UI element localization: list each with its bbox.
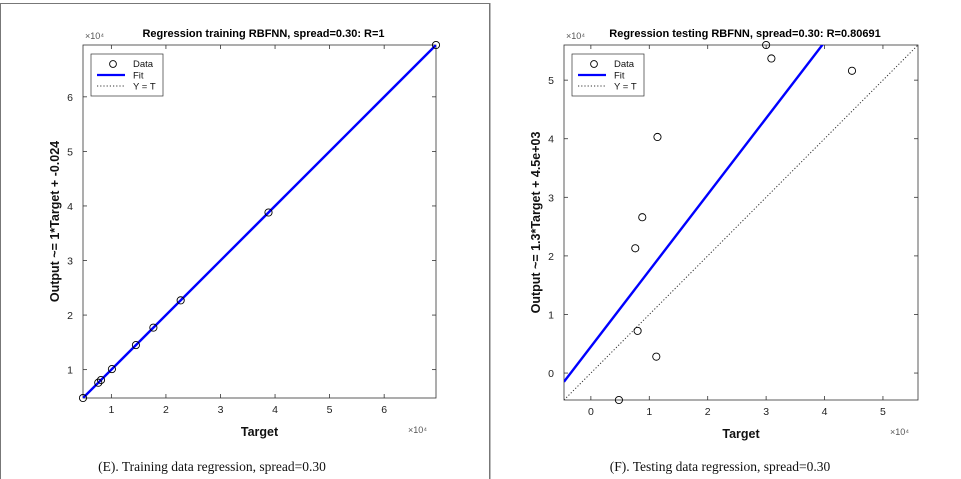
train-data-point — [107, 365, 116, 374]
train-data-point — [78, 393, 88, 403]
test-fit-line — [564, 45, 824, 383]
train-legend-data-marker — [109, 60, 117, 68]
train-x-tick-label: 5 — [327, 404, 333, 416]
test-x-tick-label: 2 — [705, 406, 711, 418]
caption-training: (E). Training data regression, spread=0.… — [98, 459, 326, 474]
test-x-tick-label: 3 — [763, 406, 769, 418]
train-y-tick-label: 4 — [67, 201, 73, 213]
test-legend-data-label: Data — [614, 59, 635, 70]
train-data-point — [264, 208, 273, 217]
test-plot-content — [564, 45, 918, 400]
train-legend-data-label: Data — [133, 59, 154, 70]
train-y-tick-label: 2 — [67, 310, 73, 322]
train-y-tick-label: 6 — [67, 92, 73, 104]
train-y-exponent-label: ×10⁴ — [85, 31, 104, 41]
test-y-tick-label: 3 — [548, 192, 554, 204]
test-chart-title: Regression testing RBFNN, spread=0.30: R… — [609, 28, 880, 40]
train-x-tick-label: 3 — [218, 404, 224, 416]
training-regression-chart: 1 2 3 4 5 6 1 2 3 4 5 6 ×10⁴ ×10⁴ Regression training … — [48, 28, 441, 439]
train-y-axis-label: Output ~= 1*Target + -0.024 — [48, 141, 62, 302]
test-x-tick-label: 0 — [588, 406, 594, 418]
test-data-point — [767, 54, 776, 63]
test-x-axis-label: Target — [722, 427, 760, 441]
train-data-point — [149, 323, 158, 332]
test-data-point — [631, 244, 640, 253]
test-x-tick-label: 1 — [646, 406, 652, 418]
test-data-point — [633, 326, 642, 335]
train-fit-line — [83, 45, 436, 398]
caption-testing: (F). Testing data regression, spread=0.3… — [610, 459, 831, 474]
test-data-point — [847, 66, 857, 75]
train-x-tick-label: 2 — [163, 404, 169, 416]
train-x-exponent-label: ×10⁴ — [408, 425, 427, 435]
train-legend-fit-label: Fit — [133, 71, 144, 82]
test-y-tick-label: 2 — [548, 251, 554, 263]
train-data-point — [131, 341, 140, 350]
train-data-point — [176, 296, 185, 305]
testing-regression-chart: 0 1 2 3 4 5 0 1 2 3 4 5 ×10⁴ ×10⁴ Regression testing R… — [529, 28, 919, 441]
train-data-point — [94, 378, 103, 387]
test-data-point — [638, 213, 647, 222]
test-x-exponent-label: ×10⁴ — [890, 427, 909, 437]
train-y-tick-label: 3 — [67, 256, 73, 268]
test-legend-data-marker — [590, 60, 598, 68]
test-x-tick-label: 4 — [822, 406, 828, 418]
test-legend-identity-label: Y = T — [614, 82, 637, 93]
test-y-tick-label: 0 — [548, 368, 554, 380]
test-data-point — [614, 395, 623, 405]
test-x-tick-label: 5 — [880, 406, 886, 418]
test-identity-line — [564, 45, 918, 400]
train-data-point — [96, 375, 106, 385]
test-data-point — [762, 40, 771, 50]
test-legend-fit-label: Fit — [614, 71, 625, 82]
train-x-axis-label: Target — [241, 425, 279, 439]
test-y-tick-label: 5 — [548, 75, 554, 87]
train-x-tick-label: 6 — [381, 404, 387, 416]
train-y-tick-label: 5 — [67, 146, 73, 158]
train-data-point — [431, 40, 441, 50]
test-y-axis-label: Output ~= 1.3*Target + 4.5e+03 — [529, 132, 543, 314]
test-y-exponent-label: ×10⁴ — [566, 31, 585, 41]
train-x-tick-label: 1 — [108, 404, 114, 416]
train-plot-content — [83, 45, 436, 398]
test-data-point — [652, 352, 661, 361]
train-x-tick-label: 4 — [272, 404, 278, 416]
train-chart-title: Regression training RBFNN, spread=0.30: … — [142, 28, 384, 40]
train-y-tick-label: 1 — [67, 365, 73, 377]
test-y-tick-label: 1 — [548, 309, 554, 321]
test-y-tick-label: 4 — [548, 134, 554, 146]
train-legend-identity-label: Y = T — [133, 82, 156, 93]
test-data-point — [653, 132, 662, 142]
